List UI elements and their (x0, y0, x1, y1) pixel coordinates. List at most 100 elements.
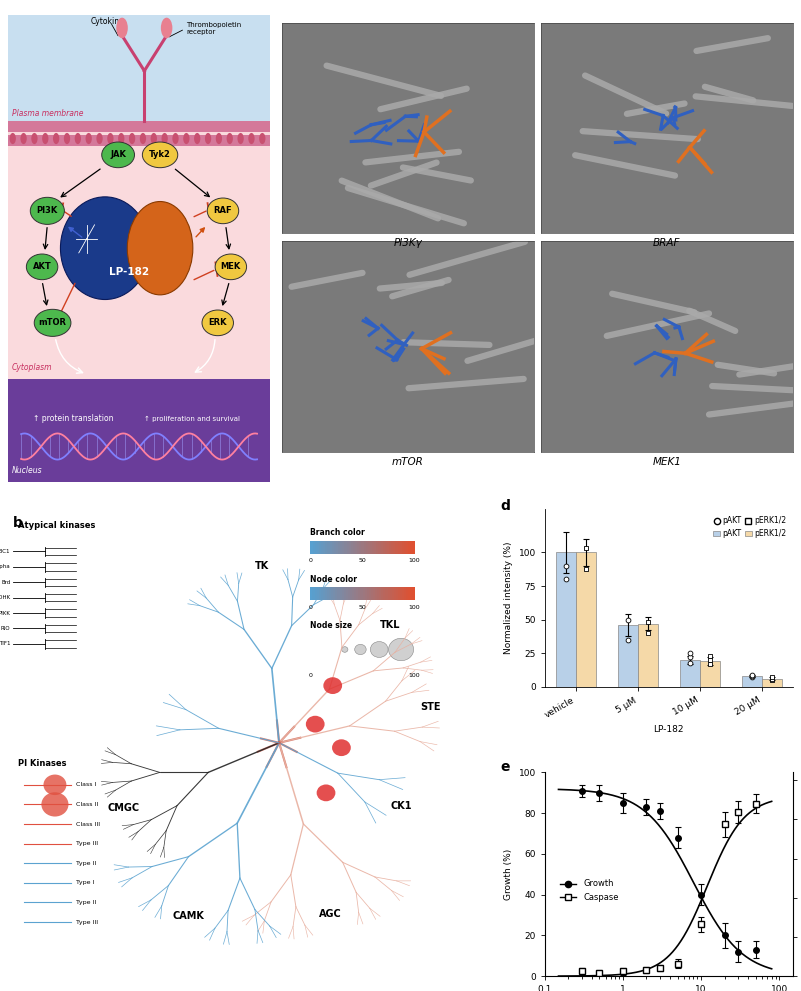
Bar (344, 541, 347, 554)
Bar (393, 541, 396, 554)
Text: ↑ proliferation and survival: ↑ proliferation and survival (143, 415, 239, 421)
Text: e: e (500, 760, 509, 774)
Bar (315, 588, 317, 601)
Ellipse shape (60, 197, 150, 299)
Point (766, 671, 779, 687)
Text: STE: STE (420, 702, 441, 712)
Bar (374, 541, 376, 554)
Circle shape (116, 18, 128, 39)
Bar (397, 541, 400, 554)
Bar (391, 541, 394, 554)
Bar (336, 588, 338, 601)
Bar (384, 541, 388, 554)
Bar (316, 588, 319, 601)
Bar (406, 588, 409, 601)
Text: Type III: Type III (76, 841, 98, 846)
Text: Cytoplasm: Cytoplasm (12, 363, 52, 372)
Text: TKL: TKL (380, 619, 400, 630)
Bar (396, 588, 398, 601)
Text: 50: 50 (359, 559, 366, 564)
Circle shape (205, 133, 211, 144)
Text: AGC: AGC (319, 909, 342, 919)
Bar (398, 588, 400, 601)
Bar (371, 588, 373, 601)
Bar (370, 541, 372, 554)
Circle shape (21, 133, 26, 144)
Text: Class II: Class II (76, 802, 98, 807)
Text: PI Kinases: PI Kinases (18, 759, 67, 768)
Point (622, 611, 634, 627)
Ellipse shape (207, 198, 239, 224)
Bar (700, 661, 720, 687)
Text: ABC1: ABC1 (0, 549, 10, 554)
Ellipse shape (202, 310, 233, 336)
Text: Class III: Class III (76, 822, 100, 826)
Bar (368, 541, 371, 554)
Bar (364, 588, 367, 601)
Text: Type I: Type I (76, 880, 95, 885)
Bar (347, 541, 349, 554)
Point (683, 645, 696, 661)
Circle shape (237, 133, 244, 144)
Bar (312, 588, 315, 601)
Point (746, 669, 759, 685)
Bar (381, 588, 384, 601)
Circle shape (96, 133, 103, 144)
Point (622, 632, 634, 648)
Point (642, 614, 654, 630)
Circle shape (370, 641, 388, 657)
Bar (342, 588, 344, 601)
Ellipse shape (215, 254, 247, 279)
Bar (352, 588, 354, 601)
Circle shape (324, 677, 342, 694)
Y-axis label: Normalized intensity (%): Normalized intensity (%) (504, 542, 513, 654)
Text: PIKK: PIKK (0, 610, 10, 615)
Text: ERK: ERK (208, 318, 227, 327)
Bar (618, 625, 638, 687)
Bar (400, 588, 402, 601)
Text: Alpha: Alpha (0, 565, 10, 570)
Bar (402, 541, 405, 554)
Circle shape (306, 716, 324, 732)
Bar (406, 541, 409, 554)
Text: Nucleus: Nucleus (12, 466, 42, 475)
Point (683, 649, 696, 665)
Bar (8, 135, 270, 146)
Bar (394, 588, 396, 601)
Bar (375, 588, 377, 601)
Bar (413, 541, 415, 554)
Text: BRAF: BRAF (653, 238, 681, 249)
Ellipse shape (34, 309, 71, 336)
Text: Type II: Type II (76, 861, 96, 866)
Bar (353, 541, 356, 554)
Circle shape (162, 133, 167, 144)
Bar (327, 588, 329, 601)
Text: 0: 0 (308, 606, 312, 610)
Circle shape (260, 133, 265, 144)
Circle shape (248, 133, 255, 144)
Bar (410, 588, 413, 601)
Text: mTOR: mTOR (38, 318, 66, 327)
Text: CK1: CK1 (390, 801, 412, 811)
Bar (396, 541, 398, 554)
Point (703, 652, 716, 668)
Text: LP-182: LP-182 (109, 267, 149, 276)
Point (703, 656, 716, 672)
Text: RAF: RAF (214, 206, 232, 215)
Bar (379, 541, 381, 554)
Bar (323, 541, 326, 554)
Text: MEK: MEK (221, 263, 241, 272)
Bar (333, 588, 336, 601)
Text: PI3K: PI3K (37, 206, 58, 215)
Circle shape (118, 133, 124, 144)
Point (560, 572, 573, 588)
Bar (344, 588, 346, 601)
Text: Atypical kinases: Atypical kinases (18, 521, 96, 530)
Ellipse shape (127, 201, 193, 295)
Legend: Growth, Caspase: Growth, Caspase (557, 876, 622, 905)
Bar (380, 541, 383, 554)
Circle shape (316, 785, 336, 802)
Bar (361, 541, 364, 554)
Bar (348, 588, 350, 601)
Text: Brd: Brd (2, 580, 10, 585)
